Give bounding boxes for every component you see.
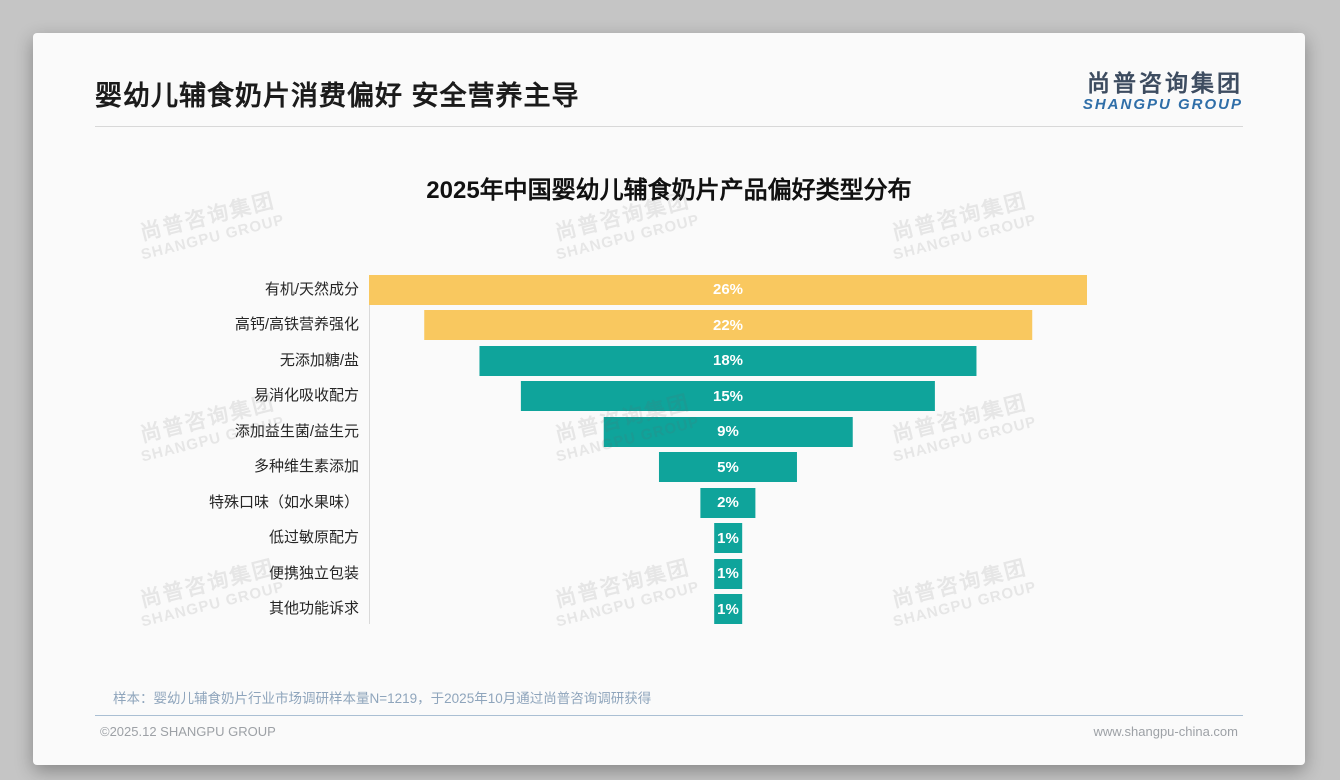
watermark-english-text: SHANGPU GROUP [891,211,1039,264]
chart-row: 特殊口味（如水果味） 2% [95,487,1243,518]
bar: 1% [714,594,742,625]
chart-row: 低过敏原配方 1% [95,523,1243,554]
bar-value-label: 18% [712,352,744,370]
chart-row: 高钙/高铁营养强化 22% [95,310,1243,341]
bar: 9% [603,416,853,447]
category-label: 添加益生菌/益生元 [234,422,359,440]
page-title: 婴幼儿辅食奶片消费偏好 安全营养主导 [95,80,580,111]
category-label: 多种维生素添加 [253,458,359,476]
chart-title: 2025年中国婴幼儿辅食奶片产品偏好类型分布 [426,176,912,204]
bar-value-label: 5% [717,458,739,476]
category-label: 无添加糖/盐 [279,351,359,369]
chart-row: 添加益生菌/益生元 9% [95,416,1243,447]
bar-track: 15% [369,381,1087,412]
bar-value-label: 22% [712,316,744,334]
y-axis-line [369,274,370,625]
bar: 5% [658,452,798,483]
bar-value-label: 1% [717,600,739,618]
bar: 2% [700,487,756,518]
header: 婴幼儿辅食奶片消费偏好 安全营养主导 尚普咨询集团 SHANGPU GROUP [95,33,1243,127]
logo-chinese-text: 尚普咨询集团 [1087,70,1243,96]
website-url: www.shangpu-china.com [1093,724,1238,740]
bar-value-label: 2% [717,494,739,512]
footer: ©2025.12 SHANGPU GROUP www.shangpu-china… [95,715,1243,739]
category-label: 便携独立包装 [268,564,359,582]
chart-row: 多种维生素添加 5% [95,452,1243,483]
funnel-bar-chart: 有机/天然成分 26% 高钙/高铁营养强化 22% 无添加糖/盐 18% 易消化吸收配方 15… [95,274,1243,625]
bar-track: 1% [369,594,1087,625]
copyright-text: ©2025.12 SHANGPU GROUP [100,724,276,740]
bar-value-label: 1% [717,565,739,583]
bar: 22% [424,310,1032,341]
watermark-english-text: SHANGPU GROUP [139,211,287,264]
category-label: 易消化吸收配方 [253,387,359,405]
category-label: 其他功能诉求 [268,600,359,618]
logo-english-text: SHANGPU GROUP [1082,96,1243,114]
bar-track: 2% [369,487,1087,518]
bar: 1% [714,523,742,554]
chart-rows: 有机/天然成分 26% 高钙/高铁营养强化 22% 无添加糖/盐 18% 易消化吸收配方 15… [95,274,1243,625]
bar: 26% [369,274,1087,305]
bar-track: 22% [369,310,1087,341]
bar-track: 1% [369,523,1087,554]
chart-row: 无添加糖/盐 18% [95,345,1243,376]
company-logo: 尚普咨询集团 SHANGPU GROUP [1082,70,1243,114]
bar-track: 1% [369,558,1087,589]
watermark-english-text: SHANGPU GROUP [554,211,702,264]
bar-track: 26% [369,274,1087,305]
bar-track: 5% [369,452,1087,483]
bar-track: 18% [369,345,1087,376]
chart-row: 易消化吸收配方 15% [95,381,1243,412]
category-label: 低过敏原配方 [268,529,359,547]
slide-card: 婴幼儿辅食奶片消费偏好 安全营养主导 尚普咨询集团 SHANGPU GROUP … [33,33,1305,765]
bar-value-label: 1% [717,529,739,547]
bar: 15% [520,381,936,412]
bar: 18% [479,345,977,376]
bar-value-label: 9% [717,423,739,441]
bar-track: 9% [369,416,1087,447]
sample-note: 样本：婴幼儿辅食奶片行业市场调研样本量N=1219，于2025年10月通过尚普咨… [113,691,652,707]
chart-row: 便携独立包装 1% [95,558,1243,589]
category-label: 有机/天然成分 [264,280,359,298]
bar-value-label: 26% [712,281,744,299]
category-label: 高钙/高铁营养强化 [234,316,359,334]
bar: 1% [714,558,742,589]
chart-row: 有机/天然成分 26% [95,274,1243,305]
bar-value-label: 15% [712,387,744,405]
chart-row: 其他功能诉求 1% [95,594,1243,625]
category-label: 特殊口味（如水果味） [208,493,359,511]
